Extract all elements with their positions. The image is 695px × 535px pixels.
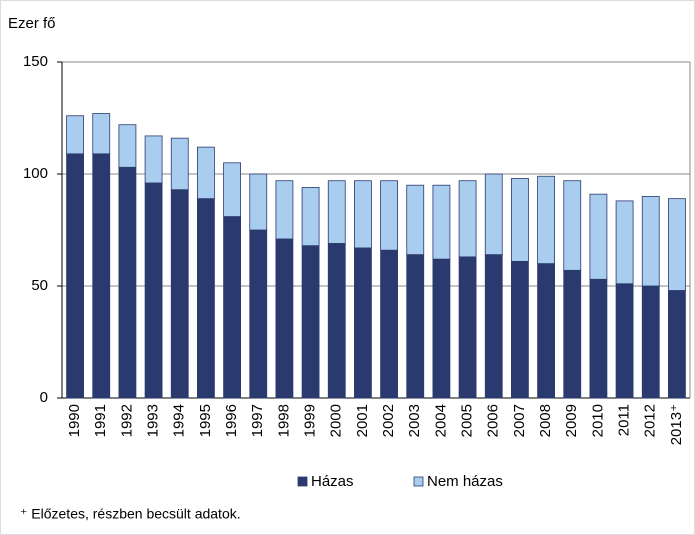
x-tick-label: 2005 <box>459 404 476 437</box>
x-tick-label: 2000 <box>328 404 345 437</box>
x-tick-label: 1992 <box>118 404 135 437</box>
bar-segment <box>484 254 503 399</box>
bar-segment <box>249 229 268 399</box>
bar-segment <box>432 258 451 399</box>
bar-segment <box>354 247 372 399</box>
legend-label: Házas <box>311 473 354 490</box>
bar-segment <box>118 166 137 399</box>
bar-segment <box>458 180 477 258</box>
bar-segment <box>197 198 215 399</box>
x-tick-label: 2012 <box>642 404 659 437</box>
x-tick-label: 2001 <box>354 404 371 437</box>
bar-segment <box>615 283 634 399</box>
x-tick-label: 1995 <box>197 404 214 437</box>
x-tick-label: 2003 <box>406 404 423 437</box>
x-tick-label: 2007 <box>511 404 528 437</box>
x-tick-label: 2011 <box>616 404 633 436</box>
x-tick-label: 1997 <box>249 404 266 437</box>
x-tick-label: 2004 <box>432 404 449 437</box>
bar-segment <box>170 189 189 399</box>
x-tick-label: 1993 <box>145 404 162 437</box>
bar-segment <box>223 216 241 399</box>
bar-segment <box>144 135 163 184</box>
footnote: ⁺ Előzetes, részben becsült adatok. <box>20 506 241 522</box>
legend-label: Nem házas <box>427 473 503 490</box>
x-tick-label: 2002 <box>380 404 397 437</box>
legend-swatch <box>297 476 308 487</box>
x-tick-label: 2010 <box>589 404 606 437</box>
bar-segment <box>92 113 111 155</box>
legend-swatch <box>413 476 424 487</box>
y-axis-label: Ezer fő <box>8 15 56 32</box>
bar-segment <box>589 278 608 399</box>
bar-segment <box>275 238 294 399</box>
bar-segment <box>563 180 582 271</box>
bar-segment <box>511 260 529 399</box>
bar-segment <box>668 290 686 399</box>
x-tick-label: 2006 <box>485 404 502 437</box>
x-tick-label: 2009 <box>563 404 580 437</box>
y-tick-label: 150 <box>23 53 48 70</box>
bar-segment <box>301 245 320 399</box>
x-tick-label: 1990 <box>66 404 83 437</box>
bar-segment <box>223 162 241 217</box>
x-tick-label: 1994 <box>171 404 188 437</box>
bar-segment <box>118 124 137 168</box>
x-tick-label: 1996 <box>223 404 240 437</box>
bar-segment <box>380 180 398 251</box>
bar-segment <box>484 173 503 256</box>
bar-segment <box>92 153 111 399</box>
bar-segment <box>66 115 84 155</box>
bar-segment <box>327 243 346 399</box>
bar-segment <box>406 254 425 399</box>
bar-segment <box>668 198 686 291</box>
bar-segment <box>275 180 294 240</box>
bar-segment <box>641 285 660 399</box>
bar-segment <box>249 173 268 231</box>
bar-segment <box>537 175 555 265</box>
x-tick-label: 1999 <box>302 404 319 437</box>
y-tick-label: 50 <box>31 277 48 294</box>
bar-segment <box>615 200 634 285</box>
bar-segment <box>170 137 189 191</box>
bar-segment <box>144 182 163 399</box>
bar-segment <box>301 187 320 247</box>
bar-segment <box>458 256 477 399</box>
x-tick-label: 2013⁺ <box>668 404 685 445</box>
x-tick-label: 1998 <box>275 404 292 437</box>
bar-segment <box>537 263 555 399</box>
bar-segment <box>511 178 529 262</box>
y-tick-label: 100 <box>23 165 48 182</box>
x-tick-label: 1991 <box>92 404 109 437</box>
bar-segment <box>380 249 398 399</box>
bar-segment <box>641 195 660 287</box>
bar-segment <box>197 146 215 200</box>
x-tick-label: 2008 <box>537 404 554 437</box>
bar-segment <box>432 184 451 260</box>
bar-segment <box>354 180 372 249</box>
bar-segment <box>563 269 582 399</box>
bar-segment <box>589 193 608 280</box>
bar-segment <box>406 184 425 256</box>
y-tick-label: 0 <box>40 389 48 406</box>
bar-segment <box>327 180 346 244</box>
bar-segment <box>66 153 84 399</box>
